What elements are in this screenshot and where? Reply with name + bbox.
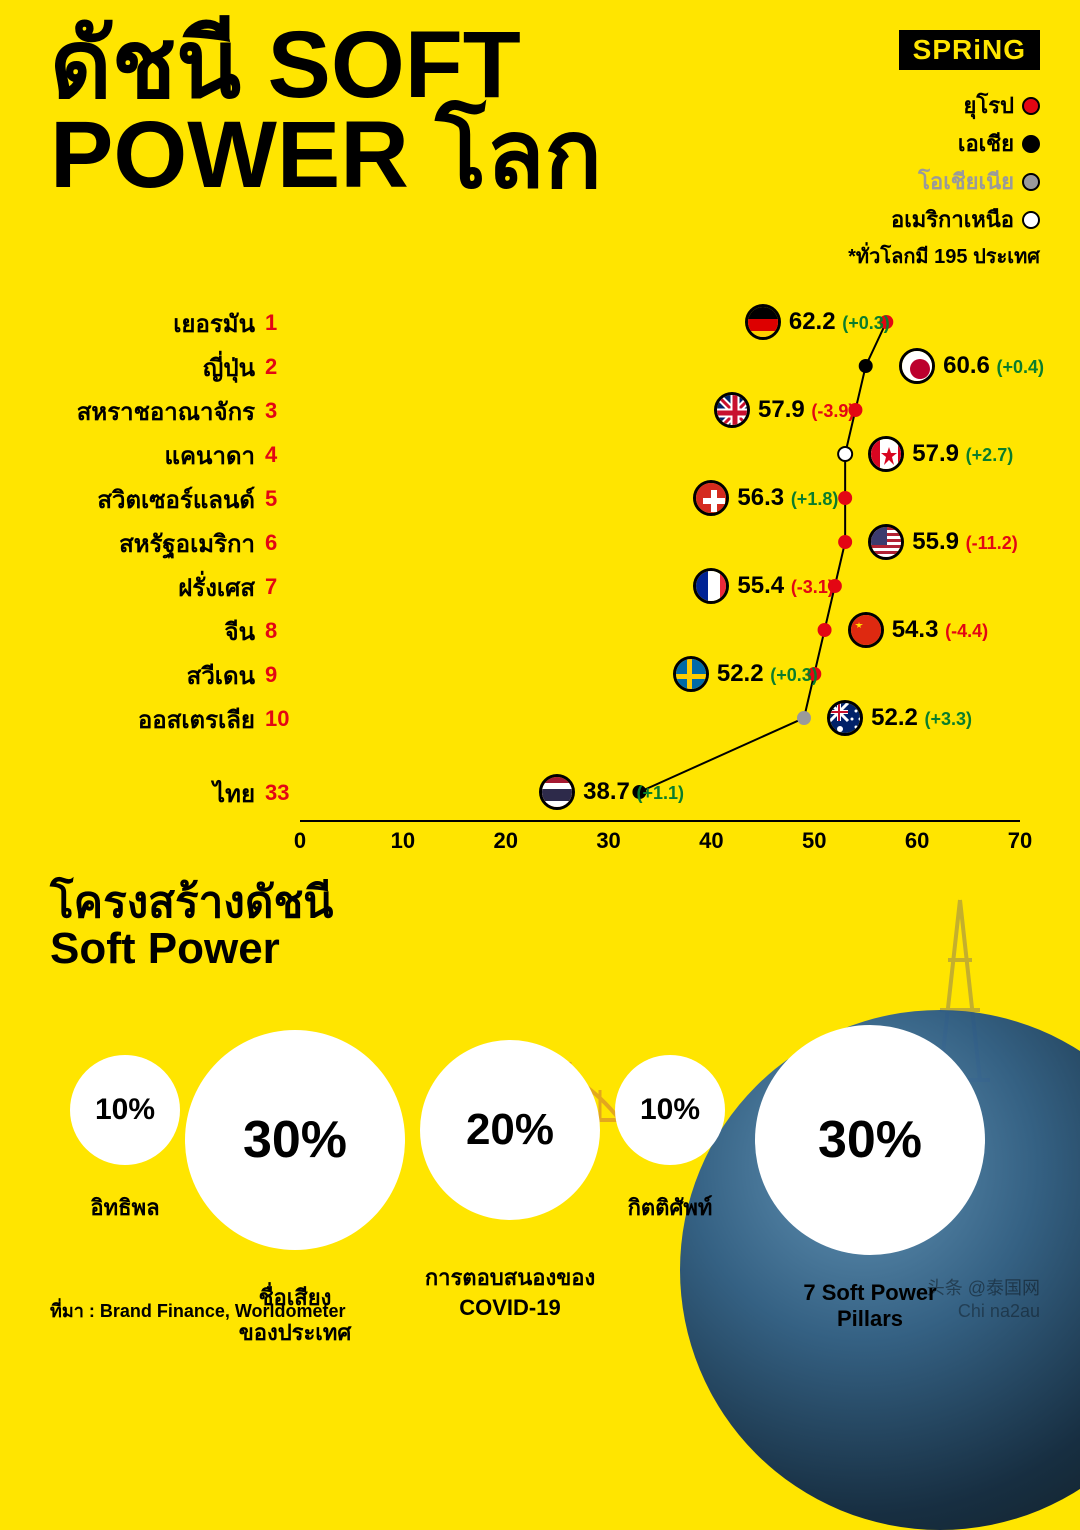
country-label: ไทย [50, 774, 265, 813]
country-label: แคนาดา [50, 436, 265, 475]
watermark: 头条 @泰国网 [927, 1274, 1040, 1300]
bubble: 30% [755, 1025, 985, 1255]
x-tick: 10 [391, 828, 415, 854]
x-tick: 60 [905, 828, 929, 854]
legend-note: *ทั่วโลกมี 195 ประเทศ [848, 240, 1040, 272]
rank-number: 7 [265, 574, 295, 600]
rank-number: 3 [265, 398, 295, 424]
country-label: สหรัฐอเมริกา [50, 524, 265, 563]
legend-dot [1022, 135, 1040, 153]
value-label: 62.2 (+0.3) [789, 308, 890, 336]
flag-fr [693, 568, 729, 604]
value-label: 38.7 (+1.1) [583, 778, 684, 806]
legend-dot [1022, 97, 1040, 115]
value-label: 57.9 (-3.9) [758, 396, 854, 424]
country-label: ฝรั่งเศส [50, 568, 265, 607]
bubble: 10% [615, 1055, 725, 1165]
rank-number: 1 [265, 310, 295, 336]
x-tick: 70 [1008, 828, 1032, 854]
rank-number: 6 [265, 530, 295, 556]
country-label: สหราชอาณาจักร [50, 392, 265, 431]
flag-au [827, 700, 863, 736]
region-dot [818, 623, 832, 637]
flag-us [868, 524, 904, 560]
x-tick: 0 [294, 828, 306, 854]
value-label: 60.6 (+0.4) [943, 352, 1044, 380]
country-label: สวิตเซอร์แลนด์ [50, 480, 265, 519]
x-axis: 010203040506070 [300, 820, 1020, 850]
x-tick: 40 [699, 828, 723, 854]
bubble-label: การตอบสนองของCOVID-19 [410, 1260, 610, 1321]
bubble: 10% [70, 1055, 180, 1165]
rank-number: 2 [265, 354, 295, 380]
flag-th [539, 774, 575, 810]
source-text: ที่มา : Brand Finance, Worldometer [50, 1296, 346, 1325]
flag-uk [714, 392, 750, 428]
section2-title: โครงสร้างดัชนี Soft Power [50, 880, 333, 972]
flag-se [673, 656, 709, 692]
plot-area: 62.2 (+0.3)60.6 (+0.4)57.9 (-3.9)57.9 (+… [300, 290, 1020, 830]
flag-ca [868, 436, 904, 472]
flag-jp [899, 348, 935, 384]
rank-number: 5 [265, 486, 295, 512]
legend-row: โอเชียเนีย [848, 164, 1040, 199]
x-tick: 50 [802, 828, 826, 854]
page-title: ดัชนี SOFT POWER โลก [50, 20, 602, 201]
legend-row: ยุโรป [848, 88, 1040, 123]
region-dot [838, 447, 852, 461]
region-dot [797, 711, 811, 725]
value-label: 57.9 (+2.7) [912, 440, 1013, 468]
value-label: 52.2 (+3.3) [871, 704, 972, 732]
region-dot [838, 535, 852, 549]
rank-number: 9 [265, 662, 295, 688]
country-label: ออสเตรเลีย [50, 700, 265, 739]
legend-row: เอเชีย [848, 126, 1040, 161]
region-dot [859, 359, 873, 373]
country-label: ญี่ปุ่น [50, 348, 265, 387]
legend-dot [1022, 211, 1040, 229]
country-label: จีน [50, 612, 265, 651]
value-label: 55.9 (-11.2) [912, 528, 1017, 556]
rank-number: 10 [265, 706, 295, 732]
flag-cn [848, 612, 884, 648]
country-label: สวีเดน [50, 656, 265, 695]
legend-dot [1022, 173, 1040, 191]
value-label: 56.3 (+1.8) [737, 484, 838, 512]
bubble-label: อิทธิพล [25, 1190, 225, 1225]
bubble: 30% [185, 1030, 405, 1250]
bubble-label: กิตติศัพท์ [570, 1190, 770, 1225]
flag-ch [693, 480, 729, 516]
brand-logo: SPRiNG [899, 30, 1040, 70]
region-dot [838, 491, 852, 505]
legend-row: อเมริกาเหนือ [848, 202, 1040, 237]
x-tick: 20 [493, 828, 517, 854]
flag-de [745, 304, 781, 340]
rank-number: 33 [265, 780, 295, 806]
value-label: 55.4 (-3.1) [737, 572, 833, 600]
value-label: 52.2 (+0.3) [717, 660, 818, 688]
legend: ยุโรป เอเชีย โอเชียเนีย อเมริกาเหนือ *ทั… [848, 85, 1040, 272]
country-label: เยอรมัน [50, 304, 265, 343]
watermark: Chi na2au [958, 1301, 1040, 1322]
value-label: 54.3 (-4.4) [892, 616, 988, 644]
bubbles: 10%อิทธิพล30%ชื่อเสียงของประเทศ20%การตอบ… [20, 980, 1060, 1290]
rank-number: 4 [265, 442, 295, 468]
x-tick: 30 [596, 828, 620, 854]
rank-number: 8 [265, 618, 295, 644]
chart: เยอรมัน1ญี่ปุ่น2สหราชอาณาจักร3แคนาดา4สวิ… [50, 290, 1030, 850]
